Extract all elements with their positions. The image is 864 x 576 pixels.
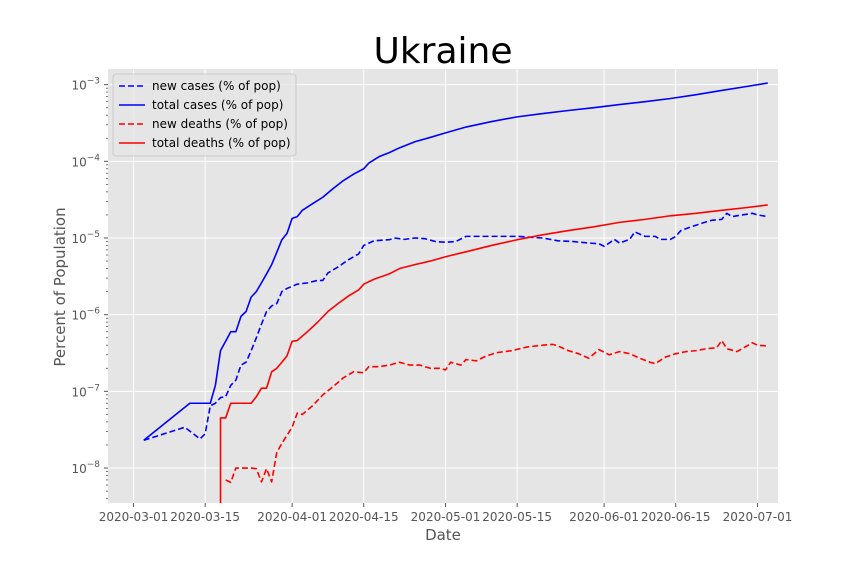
- y-tick-base: 10: [71, 385, 86, 399]
- y-tick-base: 10: [71, 232, 86, 246]
- y-tick-exponent: −8: [87, 460, 101, 470]
- series-line-3: [225, 339, 768, 484]
- y-tick-exponent: −4: [87, 153, 101, 163]
- y-tick-exponent: −7: [87, 383, 100, 393]
- x-tick-label: 2020-05-01: [411, 510, 481, 524]
- legend-label: new cases (% of pop): [152, 79, 281, 93]
- y-tick-base: 10: [71, 155, 86, 169]
- axis-ticks: 2020-03-01 2020-03-15 2020-04-01 2020-04-15…: [71, 77, 792, 524]
- x-axis-label: Date: [425, 526, 461, 544]
- y-tick-exponent: −6: [87, 307, 101, 317]
- x-tick-label: 2020-03-15: [170, 510, 240, 524]
- y-tick-label: 10−6: [71, 307, 100, 323]
- y-tick-label: 10−3: [71, 77, 100, 93]
- series-line-4: [219, 204, 768, 503]
- legend-label: total cases (% of pop): [152, 98, 283, 112]
- legend-box: [112, 73, 297, 157]
- y-tick-base: 10: [71, 79, 86, 93]
- x-tick-label: 2020-06-01: [569, 510, 639, 524]
- legend-label: new deaths (% of pop): [152, 117, 288, 131]
- grid-lines: [108, 69, 778, 503]
- x-tick-label: 2020-03-01: [99, 510, 169, 524]
- y-tick-label: 10−5: [71, 230, 100, 246]
- y-tick-exponent: −3: [87, 77, 100, 87]
- x-tick-label: 2020-04-01: [257, 510, 327, 524]
- y-tick-base: 10: [71, 462, 86, 476]
- x-tick-label: 2020-06-15: [641, 510, 711, 524]
- legend: new cases (% of pop) total cases (% of po…: [112, 73, 297, 157]
- series-layer: [143, 82, 768, 503]
- y-tick-label: 10−8: [71, 460, 100, 476]
- series-line-2: [143, 82, 768, 441]
- x-tick-label: 2020-07-01: [723, 510, 793, 524]
- x-tick-label: 2020-04-15: [329, 510, 399, 524]
- y-tick-label: 10−7: [71, 383, 100, 399]
- x-tick-label: 2020-05-15: [482, 510, 552, 524]
- series-line-1: [143, 212, 768, 442]
- y-axis-label: Percent of Population: [51, 207, 69, 366]
- y-tick-base: 10: [71, 309, 86, 323]
- chart-title: Ukraine: [373, 31, 512, 72]
- y-tick-exponent: −5: [87, 230, 100, 240]
- y-tick-label: 10−4: [71, 153, 100, 169]
- legend-label: total deaths (% of pop): [152, 136, 291, 150]
